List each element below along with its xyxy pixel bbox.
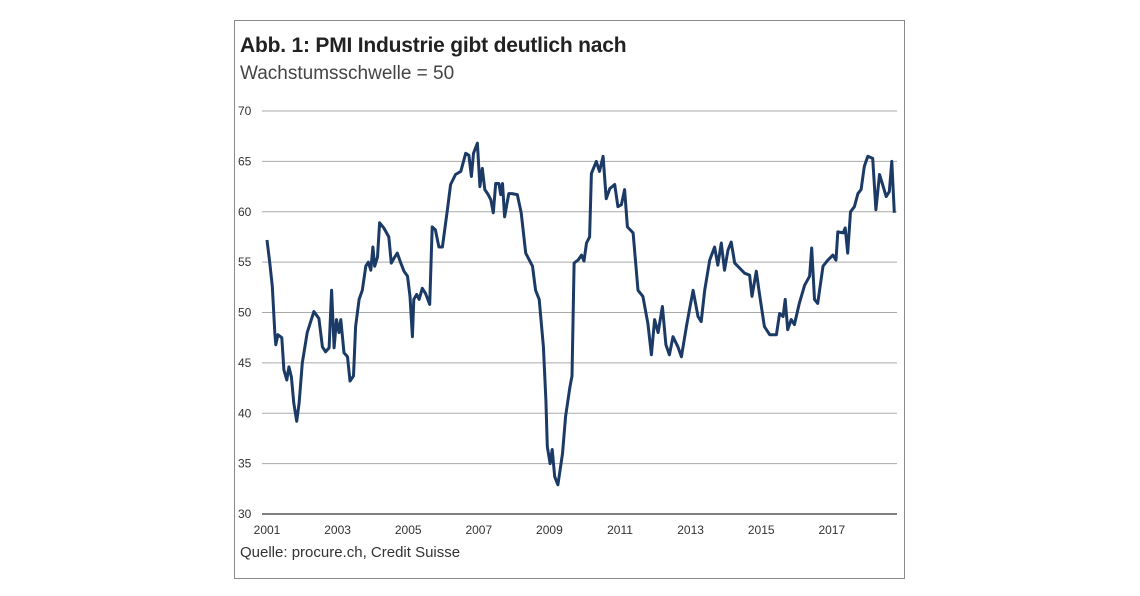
x-tick-label: 2017: [818, 523, 845, 537]
x-tick-label: 2003: [324, 523, 351, 537]
y-axis-ticks: 30 35 40 45 50 55 60 65 70: [238, 104, 252, 521]
x-tick-label: 2007: [465, 523, 492, 537]
y-tick-label: 55: [238, 255, 252, 269]
x-tick-label: 2009: [536, 523, 563, 537]
x-tick-label: 2001: [254, 523, 281, 537]
chart-title: Abb. 1: PMI Industrie gibt deutlich nach: [240, 34, 627, 57]
chart-frame: [234, 20, 905, 579]
y-tick-label: 35: [238, 457, 252, 471]
y-tick-label: 45: [238, 356, 252, 370]
y-tick-label: 70: [238, 104, 252, 118]
x-tick-label: 2011: [607, 523, 633, 537]
x-tick-label: 2013: [677, 523, 704, 537]
x-tick-label: 2005: [395, 523, 422, 537]
chart-subtitle: Wachstumsschwelle = 50: [240, 63, 455, 84]
y-tick-label: 60: [238, 205, 252, 219]
y-tick-label: 30: [238, 507, 252, 521]
y-tick-label: 65: [238, 154, 252, 168]
x-tick-label: 2015: [748, 523, 775, 537]
x-axis-ticks: 2001 2003 2005 2007 2009 2011 2013 2015 2017: [254, 523, 846, 537]
y-tick-label: 40: [238, 406, 252, 420]
y-tick-label: 50: [238, 306, 252, 320]
series: [265, 141, 896, 487]
pmi-series-line: [265, 141, 896, 487]
chart-source: Quelle: procure.ch, Credit Suisse: [240, 544, 461, 561]
